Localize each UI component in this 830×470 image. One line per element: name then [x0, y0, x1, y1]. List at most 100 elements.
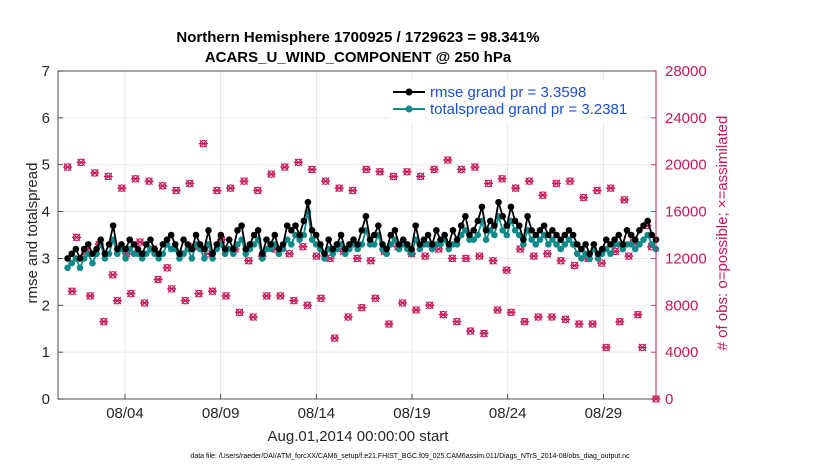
obs-assimilated-point: [212, 186, 222, 195]
totalspread-point: [242, 250, 250, 258]
y2-tick-label: 24000: [665, 110, 707, 127]
rmse-point: [188, 245, 196, 253]
y-tick-label: 5: [42, 157, 50, 174]
rmse-point: [404, 241, 411, 248]
rmse-point: [122, 245, 129, 253]
rmse-point: [412, 222, 419, 229]
obs-assimilated-point: [429, 165, 439, 174]
rmse-point: [346, 241, 353, 248]
rmse-point: [80, 245, 88, 253]
rmse-point: [532, 231, 540, 239]
obs-assimilated-point: [63, 163, 73, 171]
obs-assimilated-point: [502, 266, 512, 275]
legend-totalspread-label: totalspread grand pr = 3.2381: [430, 101, 627, 118]
totalspread-point: [230, 250, 237, 258]
rmse-point: [304, 198, 312, 206]
obs-assimilated-point: [153, 275, 163, 284]
rmse-point: [283, 222, 291, 229]
totalspread-point: [370, 241, 378, 248]
obs-assimilated-point: [253, 186, 263, 195]
obs-assimilated-point: [375, 167, 385, 176]
rmse-point: [449, 227, 457, 234]
rmse-point: [101, 250, 109, 258]
x-tick-label: 08/04: [106, 405, 144, 422]
obs-assimilated-point: [497, 174, 507, 183]
obs-assimilated-point: [615, 317, 625, 326]
chart-title-line2: ACARS_U_WIND_COMPONENT @ 250 hPa: [205, 49, 512, 66]
totalspread-point: [383, 250, 390, 258]
rmse-point: [644, 217, 652, 225]
totalspread-point: [573, 250, 581, 258]
rmse-point: [205, 227, 212, 234]
y2-tick-label: 16000: [665, 204, 707, 221]
y-tick-label: 0: [42, 391, 50, 408]
totalspread-point: [453, 241, 461, 248]
rmse-point: [184, 241, 192, 248]
obs-assimilated-point: [99, 317, 109, 326]
rmse-point: [308, 227, 316, 234]
legend-totalspread-marker: [405, 105, 413, 113]
rmse-point: [636, 227, 643, 234]
obs-assimilated-point: [90, 168, 100, 177]
rmse-point: [536, 227, 544, 234]
obs-assimilated-point: [307, 165, 317, 174]
y-tick-label: 4: [42, 204, 50, 221]
obs-assimilated-point: [538, 191, 548, 200]
obs-assimilated-point: [370, 294, 380, 303]
obs-assimilated-point: [384, 320, 394, 328]
rmse-point: [134, 245, 142, 253]
y-tick-label: 3: [42, 250, 50, 267]
rmse-point: [607, 241, 614, 248]
obs-assimilated-point: [488, 256, 498, 265]
totalspread-point: [122, 255, 129, 262]
rmse-point: [383, 245, 390, 253]
totalspread-point: [428, 245, 436, 253]
totalspread-point: [648, 241, 656, 248]
chart-title-line1: Northern Hemisphere 1700925 / 1729623 = …: [176, 29, 539, 46]
y-tick-label: 6: [42, 110, 50, 127]
obs-assimilated-point: [298, 242, 308, 251]
rmse-point: [97, 236, 105, 243]
rmse-point: [354, 241, 361, 248]
rmse-point: [462, 212, 469, 220]
rmse-point: [594, 250, 602, 258]
rmse-point: [437, 236, 444, 243]
obs-assimilated-point: [226, 184, 236, 193]
rmse-point: [557, 236, 564, 243]
rmse-point: [474, 217, 482, 225]
rmse-point: [163, 236, 171, 243]
obs-assimilated-point: [126, 289, 136, 298]
obs-assimilated-point: [524, 177, 534, 186]
obs-assimilated-point: [470, 163, 480, 171]
y2-tick-label: 4000: [665, 344, 698, 361]
totalspread-point: [283, 236, 291, 243]
rmse-point: [586, 250, 593, 258]
totalspread-point: [321, 255, 328, 262]
totalspread-point: [416, 245, 424, 253]
obs-assimilated-point: [592, 186, 602, 195]
rmse-point: [631, 236, 639, 243]
obs-assimilated-point: [171, 186, 181, 195]
rmse-point: [491, 222, 498, 229]
left-axis-label: rmse and totalspread: [24, 163, 41, 304]
obs-assimilated-point: [302, 301, 312, 310]
obs-assimilated-point: [511, 184, 521, 193]
obs-assimilated-point: [570, 261, 580, 270]
rmse-point: [147, 236, 154, 243]
rmse-point: [387, 231, 395, 239]
rmse-point: [553, 231, 560, 239]
obs-assimilated-point: [529, 252, 539, 261]
rmse-point: [267, 241, 274, 248]
totalspread-point: [640, 236, 647, 243]
rmse-point: [648, 231, 656, 239]
totalspread-point: [101, 255, 109, 262]
obs-assimilated-point: [103, 172, 113, 181]
obs-assimilated-point: [447, 254, 457, 263]
rmse-point: [520, 236, 527, 243]
rmse-point: [254, 227, 262, 234]
rmse-point: [167, 231, 175, 239]
rmse-point: [478, 203, 486, 211]
rmse-point: [263, 236, 270, 243]
obs-assimilated-point: [262, 291, 272, 300]
obs-assimilated-point: [316, 294, 326, 303]
